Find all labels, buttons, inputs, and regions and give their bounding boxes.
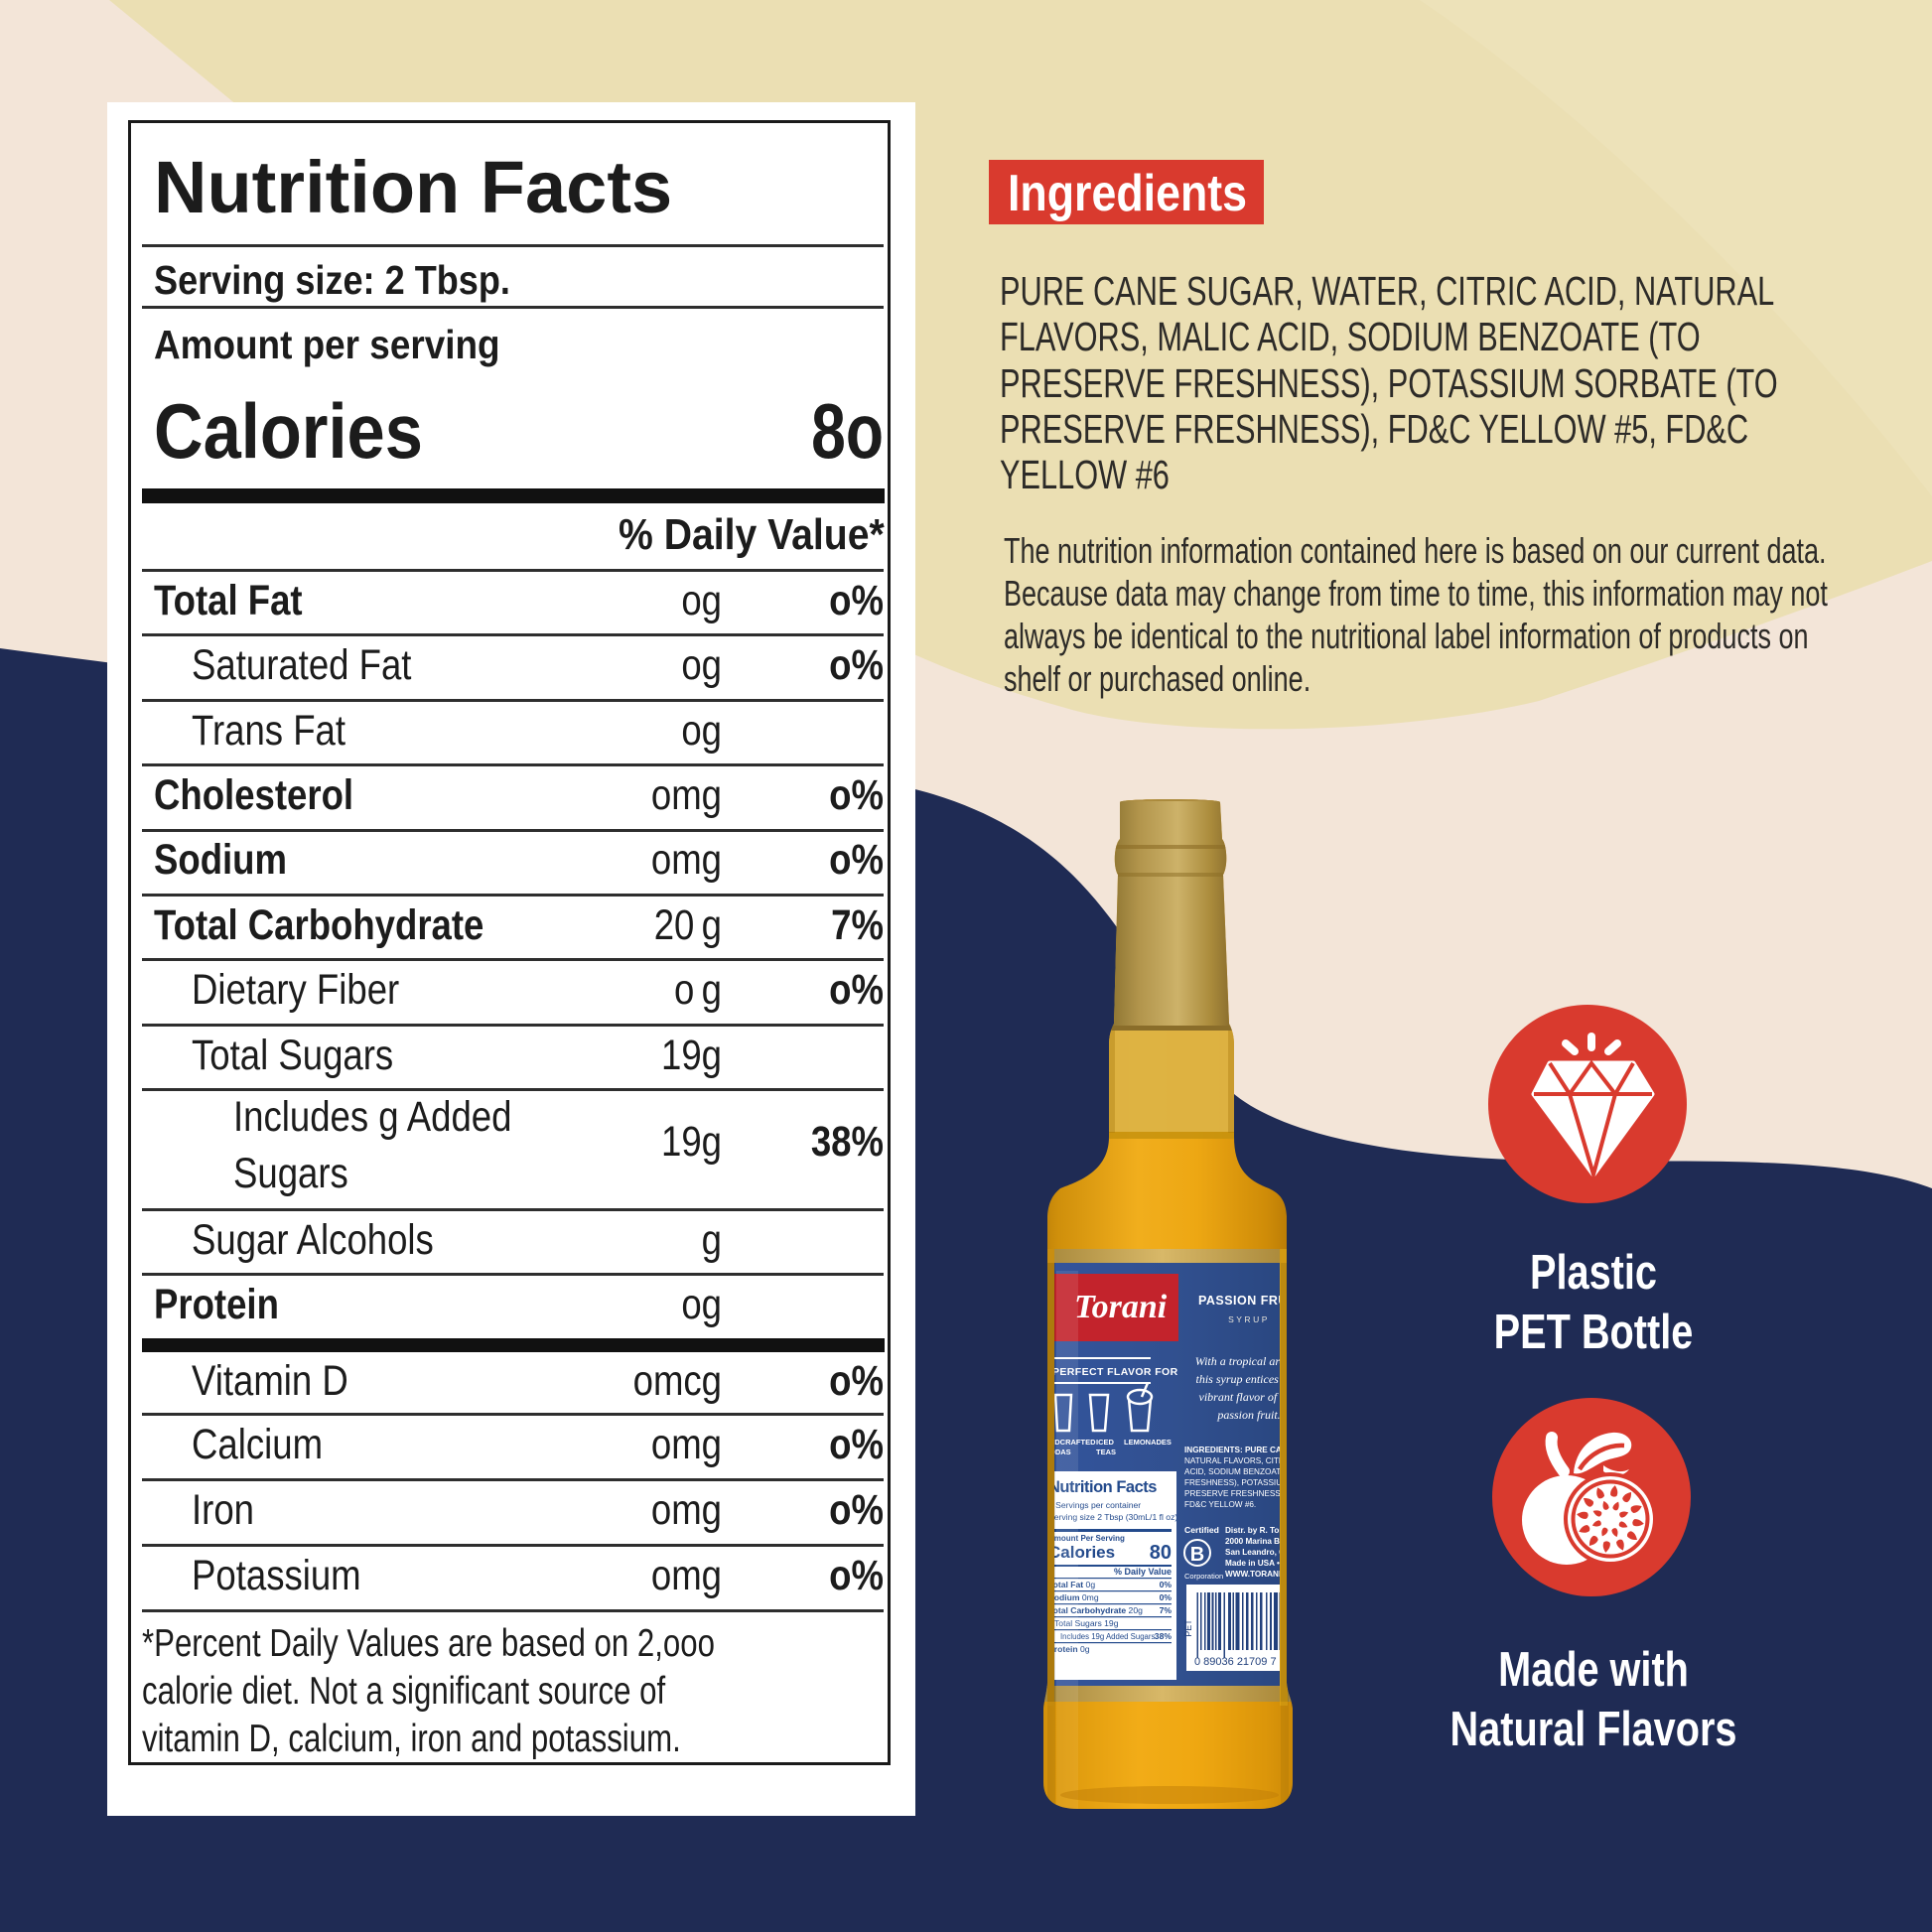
svg-text:PRESERVE FRESHNESS), FD&C YELL: PRESERVE FRESHNESS), FD&C YELLOW #5,: [1184, 1489, 1311, 1498]
svg-text:Distr. by R. Torre & Co.: Distr. by R. Torre & Co.: [1225, 1526, 1311, 1535]
svg-text:passion fruit.: passion fruit.: [1216, 1408, 1280, 1422]
svg-text:Torani: Torani: [1074, 1289, 1168, 1325]
svg-text:HANDCRAFTED: HANDCRAFTED: [1038, 1438, 1096, 1447]
svg-text:this syrup entices with: this syrup entices with: [1196, 1372, 1303, 1386]
svg-text:SYRUP: SYRUP: [1228, 1314, 1270, 1324]
svg-text:INGREDIENTS: PURE CANE SUGAR,: INGREDIENTS: PURE CANE SUGAR,: [1184, 1446, 1311, 1454]
svg-text:vibrant flavor of ripe: vibrant flavor of ripe: [1199, 1390, 1301, 1404]
svg-text:With a tropical aroma,: With a tropical aroma,: [1195, 1354, 1303, 1368]
svg-text:38%: 38%: [1155, 1631, 1173, 1641]
svg-text:B: B: [1190, 1544, 1204, 1566]
svg-text:Corporation: Corporation: [1184, 1572, 1223, 1581]
svg-text:ACID, SODIUM BENZOATE (TO PRES: ACID, SODIUM BENZOATE (TO PRESERVE: [1184, 1467, 1311, 1476]
svg-text:Certified: Certified: [1184, 1525, 1219, 1535]
svg-text:Protein 0g: Protein 0g: [1048, 1644, 1090, 1654]
svg-text:Calories: Calories: [1048, 1543, 1115, 1562]
svg-text:FRESHNESS), POTASSIUM SORBATE: FRESHNESS), POTASSIUM SORBATE (TO: [1184, 1478, 1311, 1487]
svg-text:Includes 19g Added Sugars: Includes 19g Added Sugars: [1060, 1632, 1155, 1641]
svg-text:Total Fat 0g: Total Fat 0g: [1048, 1580, 1095, 1589]
svg-text:SODAS: SODAS: [1044, 1448, 1071, 1456]
svg-text:Sodium 0mg: Sodium 0mg: [1048, 1592, 1099, 1602]
svg-text:PET: PET: [1183, 1619, 1193, 1637]
svg-text:LEMONADES: LEMONADES: [1124, 1438, 1172, 1447]
svg-text:2000 Marina Boulevard: 2000 Marina Boulevard: [1225, 1537, 1311, 1546]
svg-text:FD&C YELLOW #6.: FD&C YELLOW #6.: [1184, 1500, 1256, 1509]
svg-text:WWW.TORANI.COM: WWW.TORANI.COM: [1225, 1570, 1303, 1579]
svg-text:San Leandro, CA 94577: San Leandro, CA 94577: [1225, 1548, 1311, 1557]
svg-text:Total Sugars 19g: Total Sugars 19g: [1054, 1618, 1119, 1628]
svg-text:ICED: ICED: [1096, 1438, 1115, 1447]
svg-text:Serving size 2 Tbsp (30mL/1 fl: Serving size 2 Tbsp (30mL/1 fl oz): [1048, 1512, 1177, 1522]
svg-text:Amount Per Serving: Amount Per Serving: [1048, 1534, 1125, 1543]
svg-text:NATURAL FLAVORS, CITRIC ACID,: NATURAL FLAVORS, CITRIC ACID, MALIC: [1184, 1456, 1311, 1465]
svg-text:% Daily Value: % Daily Value: [1114, 1567, 1172, 1577]
svg-text:80: 80: [1150, 1542, 1172, 1564]
svg-text:Made in USA • 800.775.1925: Made in USA • 800.775.1925: [1225, 1559, 1311, 1568]
svg-text:Total Carbohydrate 20g: Total Carbohydrate 20g: [1048, 1605, 1143, 1615]
svg-text:7%: 7%: [1160, 1605, 1173, 1615]
svg-text:PERFECT FLAVOR FOR: PERFECT FLAVOR FOR: [1052, 1366, 1178, 1378]
svg-text:PASSION FRUIT: PASSION FRUIT: [1198, 1294, 1300, 1308]
svg-text:0%: 0%: [1160, 1592, 1173, 1602]
svg-text:5 Servings per container: 5 Servings per container: [1048, 1500, 1141, 1510]
svg-text:0%: 0%: [1160, 1580, 1173, 1589]
svg-text:0 89036 21709 7: 0 89036 21709 7: [1194, 1656, 1277, 1668]
svg-text:Nutrition Facts: Nutrition Facts: [1048, 1478, 1157, 1496]
svg-text:TEAS: TEAS: [1096, 1448, 1116, 1456]
